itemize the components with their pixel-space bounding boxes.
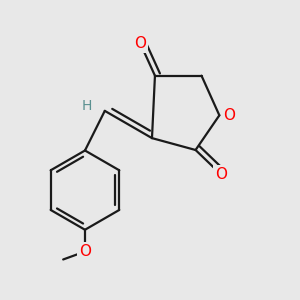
- Text: O: O: [215, 167, 227, 182]
- Text: O: O: [134, 35, 146, 50]
- Text: O: O: [223, 108, 235, 123]
- Text: O: O: [79, 244, 91, 259]
- Text: H: H: [82, 99, 92, 113]
